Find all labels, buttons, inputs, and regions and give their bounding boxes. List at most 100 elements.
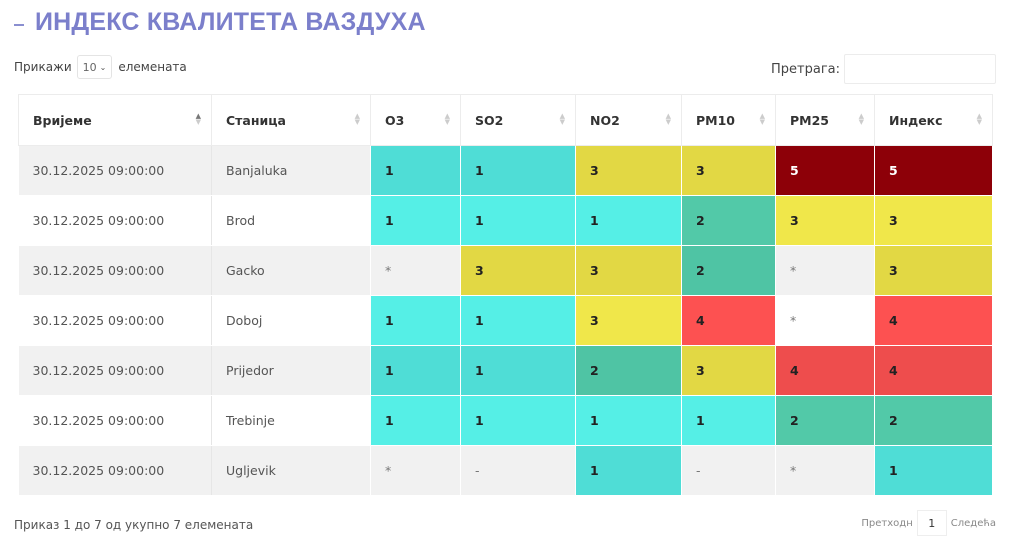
- station-cell: Ugljevik: [211, 445, 371, 496]
- column-header-index[interactable]: Индекс ▲ ▼: [874, 94, 993, 146]
- air-quality-table-wrapper: Вријеме ▲ ▼ Станица ▲ ▼ O3 ▲ ▼ SO2 ▲ ▼ NO2 ▲ ▼ PM1…: [18, 94, 993, 496]
- pm10-value-cell: 3: [681, 345, 776, 396]
- entries-length-select[interactable]: 10 ⌄: [76, 55, 113, 79]
- no2-value-cell: 1: [575, 395, 682, 446]
- length-prefix-label: Прикажи: [14, 60, 72, 74]
- so2-value-cell: 1: [460, 145, 576, 196]
- table-info-text: Приказ 1 до 7 од укупно 7 елемената: [14, 518, 254, 532]
- next-page-button[interactable]: Следећа: [950, 517, 996, 529]
- pm25-value-cell: 3: [775, 195, 875, 246]
- pm10-value-cell: -: [681, 445, 776, 496]
- so2-value-cell: 1: [460, 295, 576, 346]
- index-value-cell: 3: [874, 245, 993, 296]
- station-cell: Prijedor: [211, 345, 371, 396]
- table-header-row: Вријеме ▲ ▼ Станица ▲ ▼ O3 ▲ ▼ SO2 ▲ ▼ NO2 ▲ ▼ PM1…: [18, 94, 993, 146]
- column-header-time[interactable]: Вријеме ▲ ▼: [18, 94, 212, 146]
- length-value: 10: [82, 60, 97, 74]
- station-cell: Banjaluka: [211, 145, 371, 196]
- no2-value-cell: 2: [575, 345, 682, 396]
- length-suffix-label: елемената: [118, 60, 187, 74]
- title-dash: [14, 23, 24, 26]
- pm10-value-cell: 2: [681, 195, 776, 246]
- sort-icon: ▲ ▼: [195, 112, 201, 126]
- column-header-station[interactable]: Станица ▲ ▼: [211, 94, 371, 146]
- table-row: 30.12.2025 09:00:00 Trebinje 1 1 1 1 2 2: [18, 395, 993, 446]
- pm10-value-cell: 4: [681, 295, 776, 346]
- index-value-cell: 4: [874, 295, 993, 346]
- sort-icon: ▲ ▼: [354, 112, 360, 126]
- time-cell: 30.12.2025 09:00:00: [18, 145, 212, 196]
- o3-value-cell: *: [370, 445, 461, 496]
- pm25-value-cell: *: [775, 295, 875, 346]
- pm25-value-cell: 2: [775, 395, 875, 446]
- index-value-cell: 1: [874, 445, 993, 496]
- table-body: 30.12.2025 09:00:00 Banjaluka 1 1 3 3 5 5 30.12.…: [18, 145, 993, 496]
- column-header-pm25[interactable]: PM25 ▲ ▼: [775, 94, 875, 146]
- station-cell: Trebinje: [211, 395, 371, 446]
- page-title: ИНДЕКС КВАЛИТЕТА ВАЗДУХА: [35, 8, 426, 36]
- index-value-cell: 3: [874, 195, 993, 246]
- sort-icon: ▲ ▼: [759, 112, 765, 126]
- station-cell: Brod: [211, 195, 371, 246]
- sort-icon: ▲ ▼: [858, 112, 864, 126]
- o3-value-cell: *: [370, 245, 461, 296]
- o3-value-cell: 1: [370, 195, 461, 246]
- index-value-cell: 4: [874, 345, 993, 396]
- column-header-o3[interactable]: O3 ▲ ▼: [370, 94, 461, 146]
- page-number-button[interactable]: 1: [916, 510, 947, 536]
- previous-page-button[interactable]: Претходн: [861, 517, 913, 529]
- so2-value-cell: -: [460, 445, 576, 496]
- time-cell: 30.12.2025 09:00:00: [18, 395, 212, 446]
- chevron-down-icon: ⌄: [99, 62, 107, 72]
- entries-length-control: Прикажи 10 ⌄ елемената: [14, 55, 187, 79]
- time-cell: 30.12.2025 09:00:00: [18, 295, 212, 346]
- o3-value-cell: 1: [370, 395, 461, 446]
- pm10-value-cell: 3: [681, 145, 776, 196]
- sort-icon: ▲ ▼: [559, 112, 565, 126]
- so2-value-cell: 1: [460, 345, 576, 396]
- table-row: 30.12.2025 09:00:00 Ugljevik * -1- * 1: [18, 445, 993, 496]
- no2-value-cell: 3: [575, 245, 682, 296]
- column-header-so2[interactable]: SO2 ▲ ▼: [460, 94, 576, 146]
- pagination: Претходн 1 Следећа: [861, 510, 996, 536]
- pm10-value-cell: 2: [681, 245, 776, 296]
- pm25-value-cell: 4: [775, 345, 875, 396]
- o3-value-cell: 1: [370, 145, 461, 196]
- no2-value-cell: 1: [575, 195, 682, 246]
- table-row: 30.12.2025 09:00:00 Banjaluka 1 1 3 3 5 5: [18, 145, 993, 196]
- pm25-value-cell: *: [775, 445, 875, 496]
- index-value-cell: 2: [874, 395, 993, 446]
- station-cell: Doboj: [211, 295, 371, 346]
- no2-value-cell: 3: [575, 295, 682, 346]
- no2-value-cell: 1: [575, 445, 682, 496]
- sort-icon: ▲ ▼: [976, 112, 982, 126]
- index-value-cell: 5: [874, 145, 993, 196]
- time-cell: 30.12.2025 09:00:00: [18, 345, 212, 396]
- search-control: Претрага:: [771, 54, 996, 84]
- column-header-pm10[interactable]: PM10 ▲ ▼: [681, 94, 776, 146]
- o3-value-cell: 1: [370, 345, 461, 396]
- air-quality-table: Вријеме ▲ ▼ Станица ▲ ▼ O3 ▲ ▼ SO2 ▲ ▼ NO2 ▲ ▼ PM1…: [18, 94, 993, 496]
- search-input[interactable]: [844, 54, 996, 84]
- sort-icon: ▲ ▼: [444, 112, 450, 126]
- so2-value-cell: 1: [460, 195, 576, 246]
- pm10-value-cell: 1: [681, 395, 776, 446]
- time-cell: 30.12.2025 09:00:00: [18, 445, 212, 496]
- column-header-no2[interactable]: NO2 ▲ ▼: [575, 94, 682, 146]
- pm25-value-cell: 5: [775, 145, 875, 196]
- o3-value-cell: 1: [370, 295, 461, 346]
- table-row: 30.12.2025 09:00:00 Doboj 1 1 3 4 * 4: [18, 295, 993, 346]
- time-cell: 30.12.2025 09:00:00: [18, 245, 212, 296]
- time-cell: 30.12.2025 09:00:00: [18, 195, 212, 246]
- so2-value-cell: 3: [460, 245, 576, 296]
- no2-value-cell: 3: [575, 145, 682, 196]
- page-header: ИНДЕКС КВАЛИТЕТА ВАЗДУХА: [14, 8, 426, 37]
- table-row: 30.12.2025 09:00:00 Gacko * 3 3 2 * 3: [18, 245, 993, 296]
- station-cell: Gacko: [211, 245, 371, 296]
- search-label: Претрага:: [771, 61, 840, 77]
- table-row: 30.12.2025 09:00:00 Brod 1 1 1 2 3 3: [18, 195, 993, 246]
- so2-value-cell: 1: [460, 395, 576, 446]
- table-row: 30.12.2025 09:00:00 Prijedor 1 1 2 3 4 4: [18, 345, 993, 396]
- sort-icon: ▲ ▼: [665, 112, 671, 126]
- pm25-value-cell: *: [775, 245, 875, 296]
